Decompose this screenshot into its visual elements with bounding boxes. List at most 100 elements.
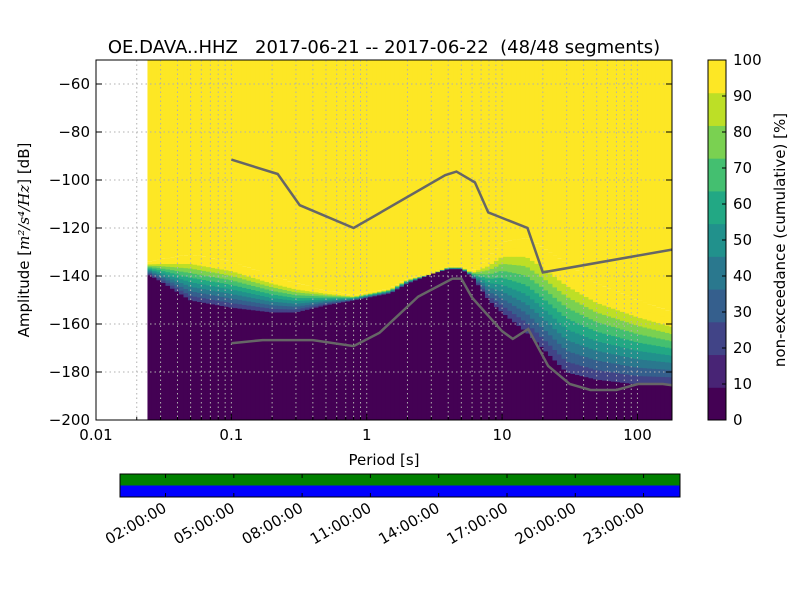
heatmap-cell bbox=[246, 300, 252, 306]
heatmap-cell bbox=[529, 289, 535, 300]
heatmap-cell bbox=[250, 309, 256, 420]
heatmap-cell bbox=[291, 303, 297, 307]
heatmap-cell bbox=[579, 375, 585, 420]
heatmap-cell bbox=[633, 324, 639, 334]
heatmap-cell bbox=[309, 293, 315, 296]
heatmap-cell bbox=[574, 353, 580, 365]
heatmap-cell bbox=[322, 291, 328, 294]
heatmap-cell bbox=[543, 340, 549, 352]
heatmap-cell bbox=[286, 296, 292, 301]
heatmap-cell bbox=[277, 301, 283, 306]
heatmap-cell bbox=[349, 299, 355, 301]
heatmap-cell bbox=[259, 310, 265, 420]
heatmap-cell bbox=[592, 359, 598, 370]
heatmap-cell bbox=[475, 277, 481, 280]
heatmap-cell bbox=[273, 294, 279, 299]
heatmap-cell bbox=[565, 286, 571, 298]
heatmap-cell bbox=[597, 312, 603, 323]
heatmap-cell bbox=[178, 255, 184, 261]
heatmap-cell bbox=[160, 265, 166, 269]
heatmap-cell bbox=[565, 350, 571, 363]
heatmap-cell bbox=[219, 305, 225, 420]
heatmap-cell bbox=[511, 313, 517, 323]
heatmap-cell bbox=[277, 308, 283, 313]
heatmap-cell bbox=[615, 354, 621, 365]
heatmap-cell bbox=[579, 334, 585, 346]
heatmap-cell bbox=[156, 271, 162, 275]
heatmap-cell bbox=[646, 384, 652, 420]
heatmap-cell bbox=[421, 60, 427, 276]
heatmap-cell bbox=[651, 352, 657, 361]
heatmap-cell bbox=[601, 305, 607, 315]
heatmap-cell bbox=[313, 293, 319, 297]
heatmap-cell bbox=[300, 305, 306, 309]
noise-models bbox=[230, 158, 673, 392]
heatmap-cell bbox=[543, 350, 549, 420]
heatmap-cell bbox=[192, 60, 198, 256]
heatmap-cell bbox=[309, 291, 315, 294]
heatmap-cell bbox=[538, 346, 544, 420]
colorbar-segment bbox=[708, 125, 726, 159]
heatmap-cell bbox=[493, 266, 499, 273]
heatmap-cell bbox=[228, 279, 234, 285]
heatmap-cell bbox=[228, 302, 234, 308]
heatmap-cell bbox=[250, 297, 256, 303]
heatmap-cell bbox=[538, 60, 544, 247]
heatmap-cell bbox=[484, 258, 490, 263]
heatmap-cell bbox=[151, 267, 157, 270]
heatmap-cell bbox=[196, 269, 202, 275]
heatmap-cell bbox=[246, 284, 252, 289]
heatmap-cell bbox=[624, 60, 630, 296]
heatmap-cell bbox=[448, 268, 454, 420]
heatmap-cell bbox=[597, 351, 603, 362]
heatmap-cell bbox=[273, 287, 279, 292]
heatmap-cell bbox=[579, 60, 585, 274]
heatmap-cell bbox=[327, 293, 333, 296]
heatmap-cell bbox=[543, 269, 549, 281]
heatmap-cell bbox=[480, 276, 486, 281]
heatmap-cell bbox=[529, 270, 535, 281]
heatmap-cell bbox=[300, 310, 306, 420]
heatmap-cell bbox=[327, 292, 333, 295]
heatmap-cell bbox=[646, 336, 652, 345]
heatmap-cell bbox=[169, 278, 175, 283]
heatmap-cell bbox=[466, 269, 472, 271]
heatmap-cell bbox=[525, 304, 531, 315]
heatmap-cell bbox=[480, 270, 486, 275]
heatmap-cell bbox=[664, 376, 670, 385]
heatmap-cell bbox=[147, 263, 153, 266]
heatmap-cell bbox=[156, 279, 162, 420]
heatmap-cell bbox=[151, 60, 157, 261]
heatmap-cell bbox=[646, 368, 652, 377]
x-axis-label: Period [s] bbox=[348, 451, 419, 469]
heatmap-cell bbox=[187, 290, 193, 296]
heatmap-cell bbox=[597, 303, 603, 314]
heatmap-cell bbox=[327, 302, 333, 305]
heatmap-cell bbox=[538, 306, 544, 317]
heatmap-cell bbox=[552, 297, 558, 309]
heatmap-cell bbox=[295, 286, 301, 290]
heatmap-cell bbox=[462, 271, 468, 420]
heatmap-cell bbox=[633, 383, 639, 420]
heatmap-cell bbox=[579, 355, 585, 366]
heatmap-cell bbox=[511, 280, 517, 290]
heatmap-cell bbox=[336, 300, 342, 303]
heatmap-cell bbox=[394, 289, 400, 420]
heatmap-cell bbox=[426, 274, 432, 420]
heatmap-cell bbox=[565, 60, 571, 265]
heatmap-cell bbox=[624, 339, 630, 349]
heatmap-cell bbox=[250, 301, 256, 307]
heatmap-cell bbox=[367, 60, 373, 292]
heatmap-cell bbox=[408, 281, 414, 420]
heatmap-cell bbox=[291, 309, 297, 313]
heatmap-cell bbox=[498, 304, 504, 312]
heatmap-cell bbox=[363, 297, 369, 420]
heatmap-cell bbox=[475, 269, 481, 273]
y-tick-label: −200 bbox=[49, 411, 90, 429]
heatmap-cell bbox=[264, 274, 270, 279]
heatmap-cell bbox=[502, 256, 508, 265]
heatmap-cell bbox=[291, 297, 297, 301]
heatmap-cell bbox=[223, 260, 229, 266]
heatmap-cell bbox=[340, 300, 346, 302]
